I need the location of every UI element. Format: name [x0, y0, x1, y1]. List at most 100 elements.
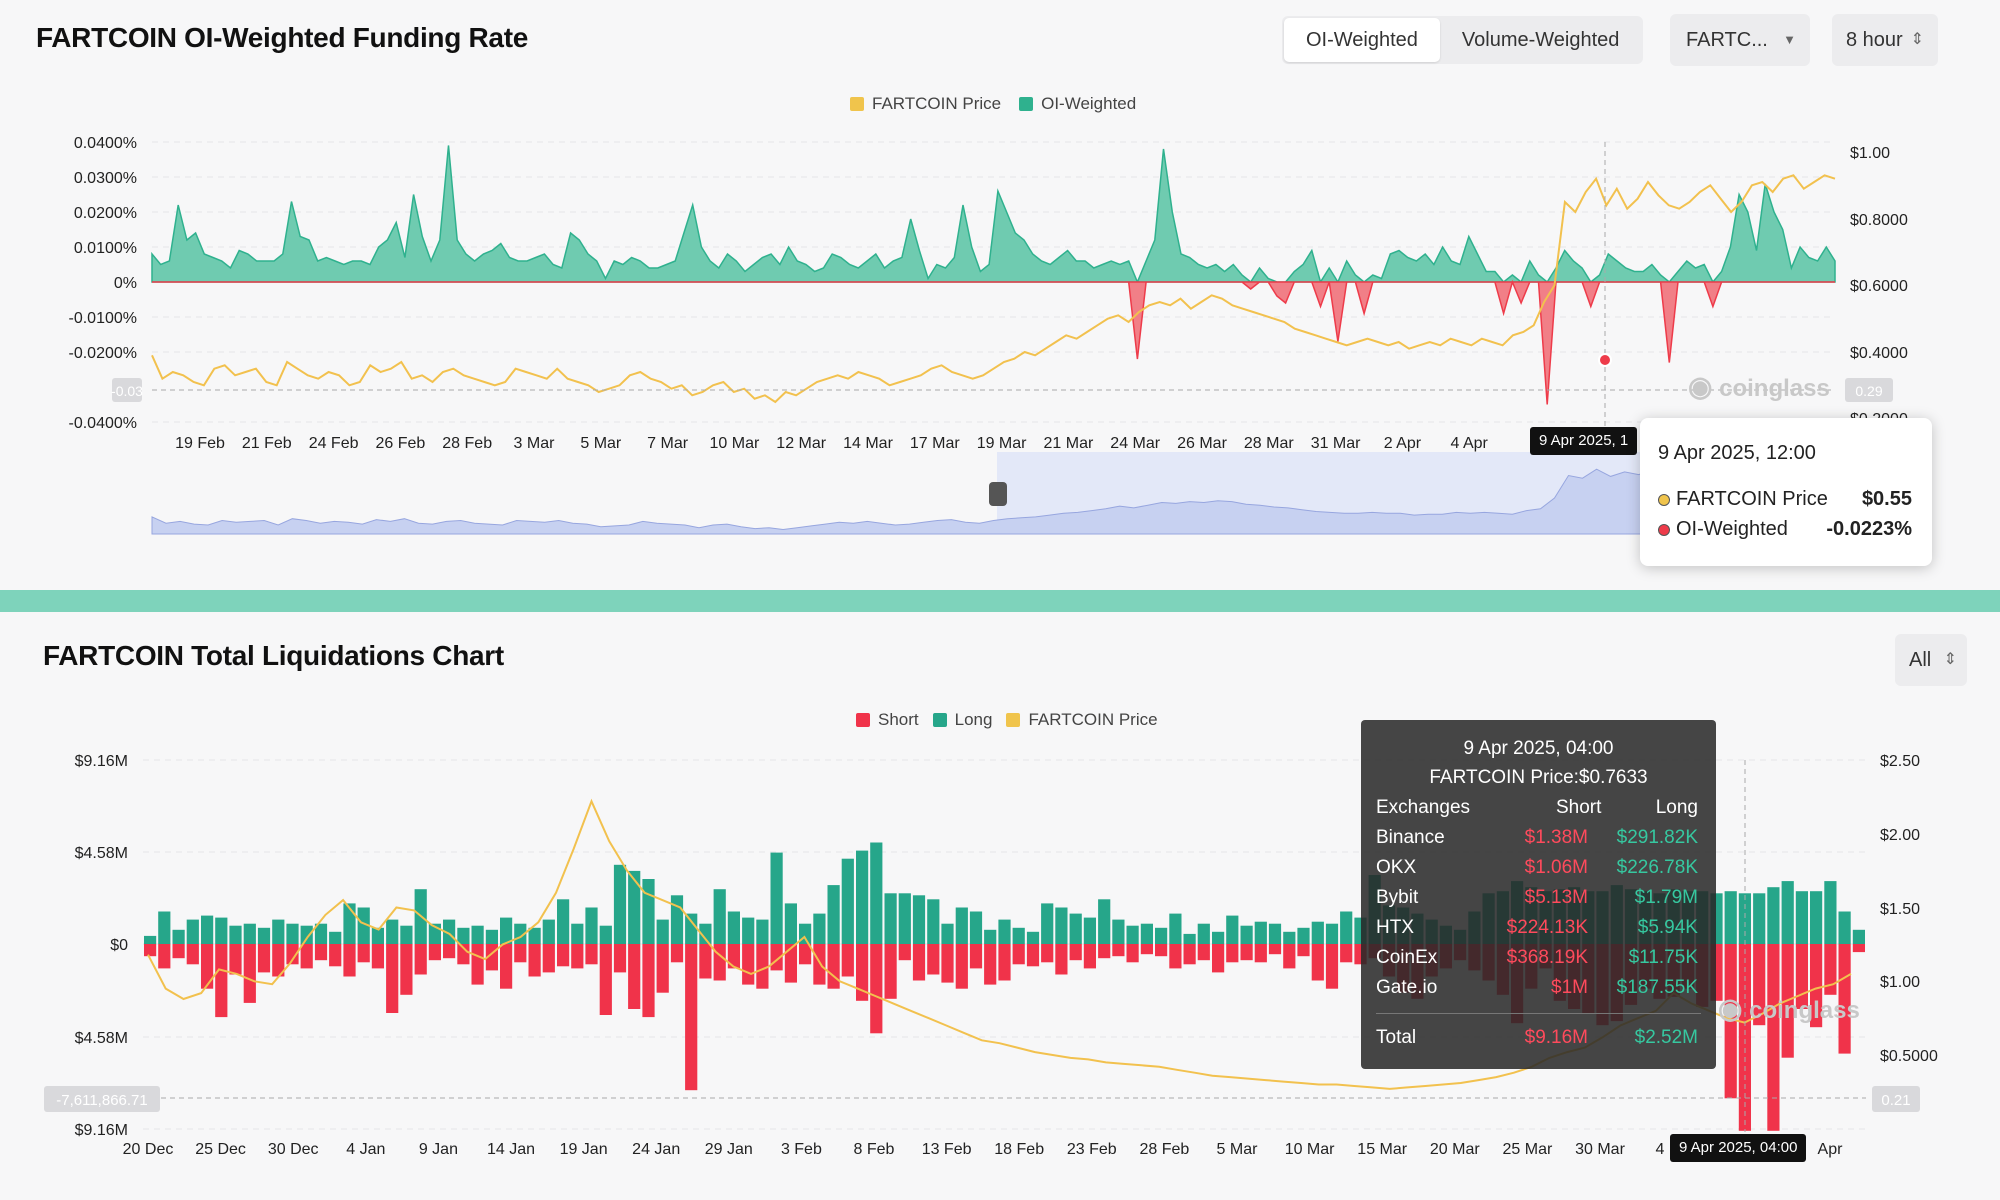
tab-oi-weighted[interactable]: OI-Weighted: [1284, 18, 1440, 62]
long-bar: [1169, 913, 1182, 945]
long-bar: [1069, 913, 1082, 945]
funding-tooltip: 9 Apr 2025, 12:00 FARTCOIN Price $0.55 O…: [1640, 418, 1932, 566]
short-bar: [656, 944, 669, 993]
legend-swatch-short: [856, 713, 870, 727]
short-bar: [713, 944, 726, 981]
short-bar: [1169, 944, 1182, 969]
crosshair-y2-label: 0.29: [1855, 383, 1882, 399]
short-bar: [685, 944, 698, 1091]
tab-volume-weighted[interactable]: Volume-Weighted: [1461, 29, 1620, 51]
long-bar: [1810, 891, 1823, 944]
legend-label-price[interactable]: FARTCOIN Price: [872, 94, 1002, 113]
exchange-name: OKX: [1376, 857, 1417, 878]
short-bar: [528, 944, 541, 977]
long-bar: [186, 919, 199, 944]
long-bar: [1112, 919, 1125, 944]
y-tick-label: 0%: [114, 275, 137, 292]
x-tick-label: 4: [1656, 1141, 1665, 1158]
interval-select[interactable]: 8 hour ⇕: [1832, 14, 1938, 66]
oi-weighted-positive-area: [151, 145, 1836, 284]
range-select[interactable]: All ⇕: [1895, 634, 1967, 686]
long-bar: [613, 864, 627, 944]
long-bar: [542, 919, 555, 944]
x-tick-label: 19 Mar: [977, 435, 1027, 452]
long-bar: [1795, 891, 1808, 944]
long-bar: [813, 913, 826, 945]
long-bar: [1240, 925, 1253, 944]
short-bar: [1083, 944, 1096, 969]
short-bar: [471, 944, 484, 985]
long-value: $1.79M: [1634, 887, 1698, 908]
x-tick-label: 17 Mar: [910, 435, 960, 452]
short-value: $5.13M: [1524, 887, 1588, 908]
exchange-name: Gate.io: [1376, 977, 1438, 998]
long-bar: [642, 879, 655, 944]
x-tick-label: 24 Jan: [632, 1141, 680, 1158]
short-bar: [1041, 944, 1054, 963]
legend-label-long[interactable]: Long: [954, 710, 993, 729]
legend-label-short[interactable]: Short: [878, 710, 919, 729]
coin-select[interactable]: FARTC... ▼: [1670, 14, 1810, 66]
tooltip-price: FARTCOIN Price:$0.7633: [1429, 767, 1648, 788]
long-bar: [1852, 929, 1865, 944]
short-bar: [144, 944, 157, 957]
y-tick-label: $9.16M: [75, 753, 128, 770]
long-bar: [1140, 923, 1153, 944]
short-bar: [585, 944, 598, 965]
short-bar: [927, 944, 940, 975]
long-bar: [457, 927, 470, 944]
y-tick-label: $9.16M: [75, 1122, 128, 1139]
exchange-name: CoinEx: [1376, 947, 1438, 968]
funding-legend: FARTCOIN Price OI-Weighted: [840, 94, 1136, 114]
short-bar: [186, 944, 199, 965]
weighting-toggle[interactable]: OI-Weighted Volume-Weighted: [1282, 16, 1644, 64]
x-tick-label: 12 Mar: [776, 435, 826, 452]
zoom-handle[interactable]: [989, 482, 1007, 506]
y-tick-label: $4.58M: [75, 1030, 128, 1047]
short-bar: [613, 944, 627, 973]
short-bar: [1767, 944, 1780, 1131]
short-bar: [1155, 944, 1168, 957]
short-bar: [314, 944, 328, 961]
x-tick-label: 19 Feb: [175, 435, 225, 452]
long-bar: [1838, 911, 1851, 944]
long-bar: [599, 925, 612, 944]
oi-weighted-negative-area: [152, 279, 1835, 405]
tooltip-date: 9 Apr 2025, 12:00: [1658, 442, 1816, 464]
y2-tick-label: $2.00: [1880, 827, 1920, 844]
long-bar: [756, 919, 769, 944]
legend-label-price[interactable]: FARTCOIN Price: [1028, 710, 1158, 729]
short-bar: [1226, 944, 1239, 963]
long-bar: [500, 917, 513, 944]
short-bar: [343, 944, 356, 977]
chevron-down-icon: ▼: [1783, 32, 1796, 47]
long-value: $291.82K: [1616, 827, 1698, 848]
tooltip-exchange-row: Binance $1.38M $291.82K: [1376, 827, 1698, 853]
y-tick-label: 0.0200%: [74, 205, 137, 222]
x-tick-label: 3 Feb: [781, 1141, 822, 1158]
short-bar: [1126, 944, 1139, 963]
long-bar: [1311, 921, 1324, 944]
long-bar: [144, 935, 157, 944]
legend-label-oi[interactable]: OI-Weighted: [1041, 94, 1137, 113]
short-bar: [628, 944, 641, 1009]
long-value: $226.78K: [1616, 857, 1698, 878]
short-bar: [172, 944, 185, 959]
interval-select-value: 8 hour: [1846, 29, 1903, 51]
chevron-updown-icon: ⇕: [1910, 31, 1924, 48]
short-bar: [1112, 944, 1125, 957]
tooltip-exchange-row: CoinEx $368.19K $11.75K: [1376, 947, 1698, 973]
short-bar: [1325, 944, 1339, 989]
y-tick-label: 0.0400%: [74, 135, 137, 152]
long-bar: [343, 903, 356, 944]
short-bar: [201, 944, 214, 989]
long-bar: [1012, 927, 1025, 944]
long-bar: [1283, 931, 1296, 944]
long-bar: [243, 923, 256, 944]
long-bar: [1226, 915, 1239, 944]
long-bar: [784, 903, 797, 944]
x-tick-label: 18 Feb: [994, 1141, 1044, 1158]
y-tick-label: 0.0300%: [74, 170, 137, 187]
long-bar: [1098, 899, 1111, 944]
short-bar: [727, 944, 740, 969]
